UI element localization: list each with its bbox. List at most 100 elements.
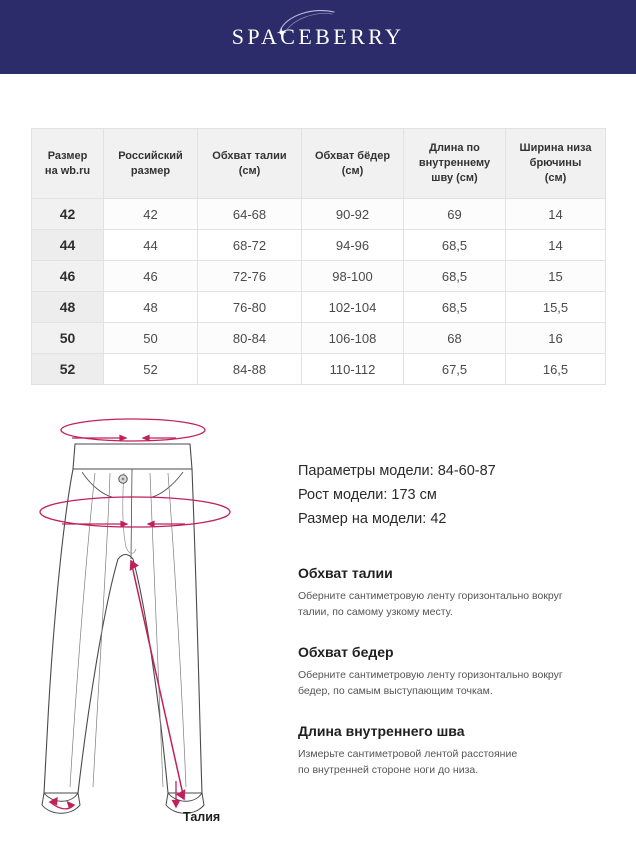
cell-russian-size: 46 bbox=[103, 260, 198, 292]
column-header-waist: Обхват талии (см) bbox=[197, 128, 302, 199]
cell-inseam: 68,5 bbox=[403, 291, 506, 323]
instruction-line: бедер, по самым выступающим точкам. bbox=[298, 685, 493, 697]
hips-arrows bbox=[62, 520, 185, 528]
cell-russian-size: 50 bbox=[103, 322, 198, 354]
header-line: (см) bbox=[544, 172, 567, 184]
cell-hips: 106-108 bbox=[301, 322, 404, 354]
model-height: Рост модели: 173 см bbox=[298, 487, 437, 503]
cell-inseam: 68 bbox=[403, 322, 506, 354]
guide-text-column: Параметры модели: 84-60-87 Рост модели: … bbox=[296, 407, 636, 837]
column-header-inseam: Длина по внутреннему шву (см) bbox=[403, 128, 506, 199]
column-header-russian-size: Российский размер bbox=[103, 128, 198, 199]
waist-measure-indicator bbox=[60, 418, 206, 442]
table-header-row: Размер на wb.ru Российский размер Обхват… bbox=[31, 128, 606, 199]
header-line: Обхват бёдер bbox=[314, 149, 391, 162]
cell-waist: 80-84 bbox=[197, 322, 302, 354]
site-header: SPACEBERRY bbox=[0, 0, 636, 74]
cell-leg-opening: 15,5 bbox=[505, 291, 606, 323]
header-line: Ширина низа bbox=[519, 142, 592, 154]
table-row: 44 44 68-72 94-96 68,5 14 bbox=[31, 229, 606, 261]
pants-diagram bbox=[39, 418, 231, 814]
cell-russian-size: 48 bbox=[103, 291, 198, 323]
size-table: Размер на wb.ru Российский размер Обхват… bbox=[31, 128, 606, 385]
cell-russian-size: 42 bbox=[103, 198, 198, 230]
cell-inseam: 67,5 bbox=[403, 353, 506, 385]
instruction-line: Измерьте сантиметровой лентой расстояние bbox=[298, 748, 518, 760]
hips-measure-indicator bbox=[39, 496, 231, 528]
cell-inseam: 68,5 bbox=[403, 229, 506, 261]
instruction-title: Обхват бедер bbox=[298, 644, 394, 660]
instruction-inseam: Длина внутреннего шва Измерьте сантиметр… bbox=[298, 723, 616, 778]
table-row: 46 46 72-76 98-100 68,5 15 bbox=[31, 260, 606, 292]
cell-wb-size: 48 bbox=[31, 291, 104, 323]
instruction-body: Измерьте сантиметровой лентой расстояние… bbox=[298, 746, 616, 778]
hem-height-indicator bbox=[171, 781, 181, 809]
header-line: внутреннему bbox=[418, 157, 491, 169]
cell-leg-opening: 14 bbox=[505, 198, 606, 230]
cell-waist: 84-88 bbox=[197, 353, 302, 385]
label-waist: Талия bbox=[183, 810, 221, 824]
table-header: Размер на wb.ru Российский размер Обхват… bbox=[31, 128, 606, 199]
measurement-guide-section: Талия Бедра Внутреннийшов Низ брючины Па… bbox=[0, 385, 636, 837]
instruction-line: по внутренней стороне ноги до низа. bbox=[298, 764, 479, 776]
cell-hips: 102-104 bbox=[301, 291, 404, 323]
header-line: брючины bbox=[529, 157, 582, 169]
cell-hips: 98-100 bbox=[301, 260, 404, 292]
column-header-wb-size: Размер на wb.ru bbox=[31, 128, 104, 199]
cell-waist: 68-72 bbox=[197, 229, 302, 261]
cell-wb-size: 46 bbox=[31, 260, 104, 292]
table-row: 48 48 76-80 102-104 68,5 15,5 bbox=[31, 291, 606, 323]
column-header-leg-opening: Ширина низа брючины (см) bbox=[505, 128, 606, 199]
header-line: Российский bbox=[118, 149, 183, 162]
cell-hips: 94-96 bbox=[301, 229, 404, 261]
header-line: (см) bbox=[341, 164, 364, 177]
column-header-hips: Обхват бёдер (см) bbox=[301, 128, 404, 199]
cell-hips: 110-112 bbox=[301, 353, 404, 385]
header-line: размер bbox=[130, 164, 171, 177]
instruction-hips: Обхват бедер Оберните сантиметровую лент… bbox=[298, 644, 616, 699]
header-line: на wb.ru bbox=[44, 164, 91, 177]
cell-inseam: 69 bbox=[403, 198, 506, 230]
cell-leg-opening: 15 bbox=[505, 260, 606, 292]
cell-leg-opening: 16,5 bbox=[505, 353, 606, 385]
cell-russian-size: 44 bbox=[103, 229, 198, 261]
cell-leg-opening: 14 bbox=[505, 229, 606, 261]
cell-inseam: 68,5 bbox=[403, 260, 506, 292]
cell-waist: 64-68 bbox=[197, 198, 302, 230]
instruction-body: Оберните сантиметровую ленту горизонталь… bbox=[298, 588, 616, 620]
hem-measure-indicator bbox=[48, 796, 76, 810]
cell-wb-size: 42 bbox=[31, 198, 104, 230]
pants-diagram-container: Талия Бедра Внутреннийшов Низ брючины bbox=[0, 407, 296, 837]
pants-outline bbox=[41, 443, 205, 814]
header-line: Размер bbox=[47, 149, 88, 162]
cell-waist: 76-80 bbox=[197, 291, 302, 323]
header-line: (см) bbox=[238, 164, 261, 177]
spacer bbox=[298, 531, 616, 565]
model-parameters: Параметры модели: 84-60-87 bbox=[298, 463, 496, 479]
instruction-body: Оберните сантиметровую ленту горизонталь… bbox=[298, 667, 616, 699]
instruction-line: талии, по самому узкому месту. bbox=[298, 606, 453, 618]
cell-russian-size: 52 bbox=[103, 353, 198, 385]
cell-hips: 90-92 bbox=[301, 198, 404, 230]
inseam-measure-indicator bbox=[129, 559, 186, 801]
instruction-line: Оберните сантиметровую ленту горизонталь… bbox=[298, 669, 563, 681]
instruction-title: Длина внутреннего шва bbox=[298, 723, 465, 739]
table-body: 42 42 64-68 90-92 69 14 44 44 68-72 94-9… bbox=[31, 198, 606, 385]
cell-wb-size: 50 bbox=[31, 322, 104, 354]
instruction-title: Обхват талии bbox=[298, 565, 393, 581]
waist-arrows bbox=[72, 434, 176, 442]
instruction-waist: Обхват талии Оберните сантиметровую лент… bbox=[298, 565, 616, 620]
header-line: Длина по bbox=[429, 142, 480, 154]
cell-waist: 72-76 bbox=[197, 260, 302, 292]
instruction-line: Оберните сантиметровую ленту горизонталь… bbox=[298, 590, 563, 602]
header-line: Обхват талии bbox=[212, 149, 287, 162]
model-size: Размер на модели: 42 bbox=[298, 511, 447, 527]
header-line: шву (см) bbox=[431, 172, 478, 184]
table-row: 50 50 80-84 106-108 68 16 bbox=[31, 322, 606, 354]
size-table-container: Размер на wb.ru Российский размер Обхват… bbox=[0, 74, 636, 385]
brand-name: SPACEBERRY bbox=[231, 24, 405, 49]
cell-leg-opening: 16 bbox=[505, 322, 606, 354]
cell-wb-size: 52 bbox=[31, 353, 104, 385]
table-row: 42 42 64-68 90-92 69 14 bbox=[31, 198, 606, 230]
brand-logo[interactable]: SPACEBERRY bbox=[231, 9, 405, 49]
